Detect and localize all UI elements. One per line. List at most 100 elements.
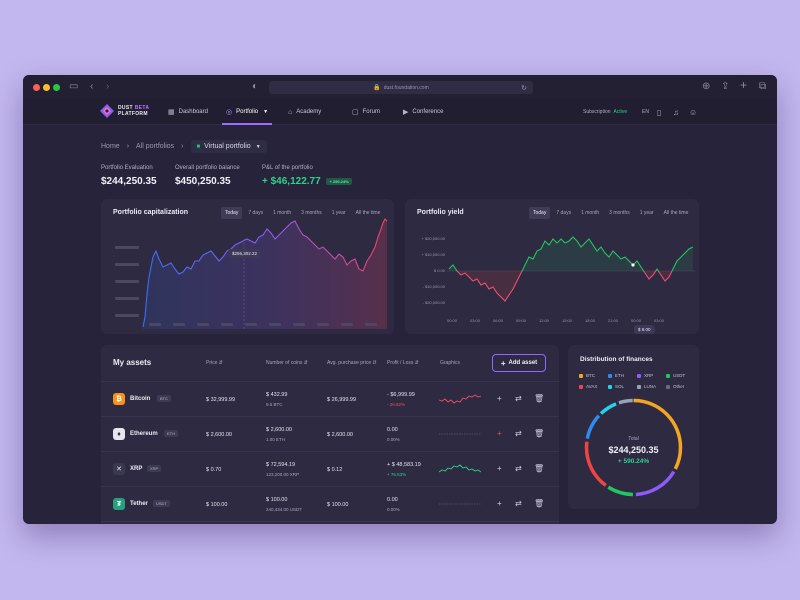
col-price[interactable]: Price ⇵ [206,360,223,366]
capitalization-area [143,219,387,329]
donut-total-value: $244,250.35 [608,445,659,455]
yield-title: Portfolio yield [417,209,464,216]
tab-today[interactable]: Today [221,207,243,219]
transfer-icon[interactable]: ⇄ [515,394,522,403]
col-coins[interactable]: Number of coins ⇵ [266,360,308,366]
tab-1-year[interactable]: 1 year [331,210,346,216]
legend-item[interactable]: USDT [666,373,685,378]
trash-icon[interactable]: 🗑 [534,464,545,473]
tab-3-months[interactable]: 3 months [609,210,630,216]
col-pl[interactable]: Profit / Loss ⇵ [387,360,419,366]
buy-icon[interactable]: + [497,394,502,403]
distribution-donut[interactable] [583,397,684,498]
close-window-button[interactable] [33,84,40,91]
buy-icon[interactable]: + [497,464,502,473]
buy-icon[interactable]: + [497,499,502,508]
logo[interactable]: DUST BETA PLATFORM [100,104,149,118]
capitalization-chart[interactable] [101,199,394,334]
table-row[interactable]: ₿ Bitcoin BTC $ 32,999.99 $ 432.99 9.5 B… [101,382,559,417]
donut-segment-btc[interactable] [584,398,683,497]
subscription-active: Active [613,109,628,115]
pl-percent: 0.00% [387,507,400,512]
coin-name: XRP [130,466,143,472]
back-icon[interactable]: ‹ [90,81,94,92]
nav-item-portfolio[interactable]: ◎ Portfolio ▼ [221,99,273,125]
nav-label: Academy [296,109,322,115]
maximize-window-button[interactable] [53,84,60,91]
col-avg[interactable]: Avg. purchase price ⇵ [327,360,377,366]
capitalization-tooltip: $255,302.22 [228,249,262,258]
forward-icon[interactable]: › [106,81,110,92]
tab-today[interactable]: Today [529,207,551,219]
nav-item-dashboard[interactable]: ▦ Dashboard [168,99,208,125]
x-tick: 18:00 [585,318,596,323]
yield-tooltip: $ 8.00 [634,325,655,334]
col-price-label: Price [206,360,218,366]
download-icon[interactable]: ⊕ [702,81,711,92]
tab-3-months[interactable]: 3 months [301,210,322,216]
sort-icon: ⇵ [303,360,308,366]
stat-value: $450,250.35 [175,176,231,187]
forum-icon: ▢ [352,109,359,116]
portfolio-selector[interactable]: ■ Virtual portfolio ▼ [190,140,267,153]
legend-item[interactable]: XRP [637,373,653,378]
address-bar[interactable]: 🔒 dust.foundation.com ↻ [269,81,533,94]
nav-item-academy[interactable]: ⌂ Academy [288,99,321,125]
share-icon[interactable]: ⇪ [721,81,730,92]
legend-label: USDT [673,373,686,378]
trash-icon[interactable]: 🗑 [534,429,545,438]
tab-all-time[interactable]: All the time [663,210,689,216]
transfer-icon[interactable]: ⇄ [515,464,522,473]
transfer-icon[interactable]: ⇄ [515,429,522,438]
tab-1-month[interactable]: 1 month [273,210,292,216]
language-switcher[interactable]: EN [642,99,649,125]
add-asset-button[interactable]: + Add asset [492,354,546,372]
shield-icon[interactable]: ◐ [252,81,259,92]
x-tick: 09:00 [516,318,527,323]
yield-chart[interactable] [405,199,699,334]
tab-all-time[interactable]: All the time [355,210,381,216]
tab-1-month[interactable]: 1 month [581,210,600,216]
trash-icon[interactable]: 🗑 [534,394,545,403]
buy-icon[interactable]: + [497,429,502,438]
tabs-overview-icon[interactable]: ⧉ [759,81,767,92]
breadcrumb-all-portfolios[interactable]: All portfolios [136,143,175,150]
yield-area-positive [449,237,693,271]
nav-item-conference[interactable]: ▶ Conference [403,99,443,125]
legend-item[interactable]: BTC [579,373,595,378]
coins-value: $ 2,600.00 [266,427,292,433]
tab-1-year[interactable]: 1 year [639,210,654,216]
sidebar-toggle-icon[interactable]: ▭ [69,81,79,92]
legend-item[interactable]: LUNA [637,384,656,389]
tab-7-days[interactable]: 7 days [248,210,264,216]
plus-icon: + [500,358,506,368]
pl-percent: - 26.82% [387,402,406,407]
distribution-card: Distribution of finances BTC ETH XRP USD… [568,345,699,509]
nav-label: Forum [362,109,380,115]
legend-item[interactable]: SOL [608,384,624,389]
reload-icon[interactable]: ↻ [521,84,527,92]
book-icon[interactable]: ▯ [657,107,662,117]
coin-name: Tether [130,501,148,507]
table-row[interactable]: ♦ Ethereum ETH $ 2,600.00 $ 2,600.00 1.0… [101,417,559,452]
donut-segment-avax[interactable] [584,398,683,497]
stat-label: P&L of the portfolio [262,165,313,171]
chevron-down-icon: ▼ [263,109,269,115]
legend-item[interactable]: AVAX [579,384,597,389]
subscription-status[interactable]: Subscription Active [583,99,627,125]
nav-item-forum[interactable]: ▢ Forum [352,99,380,125]
legend-item[interactable]: Other [666,384,684,389]
breadcrumb-home[interactable]: Home [101,143,120,150]
coins-amount: 240,434.00 USDT [266,507,303,512]
table-row[interactable]: ₮ Tether USDT $ 100.00 $ 100.00 240,434.… [101,487,559,522]
transfer-icon[interactable]: ⇄ [515,499,522,508]
minimize-window-button[interactable] [43,84,50,91]
table-row[interactable]: ✕ XRP XRP $ 0.70 $ 72,594.19 123,200.00 … [101,452,559,487]
tab-7-days[interactable]: 7 days [556,210,572,216]
bell-icon[interactable]: ♫ [673,107,679,117]
legend-item[interactable]: ETH [608,373,624,378]
col-pl-label: Profit / Loss [387,360,414,366]
new-tab-icon[interactable]: + [740,78,748,92]
user-icon[interactable]: ☺ [689,107,698,117]
trash-icon[interactable]: 🗑 [534,499,545,508]
